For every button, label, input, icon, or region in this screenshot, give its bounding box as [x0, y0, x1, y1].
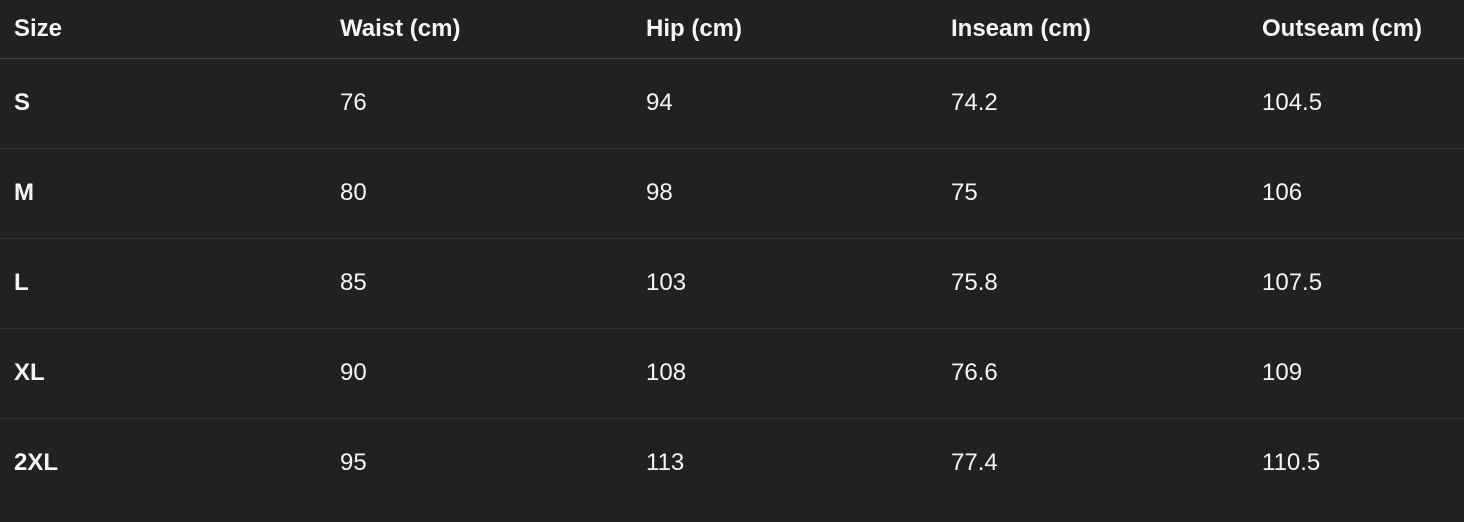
cell-outseam: 109 — [1248, 328, 1464, 419]
cell-waist: 85 — [326, 238, 632, 329]
row-label-size: 2XL — [14, 449, 59, 477]
row-label-size: M — [0, 148, 326, 239]
column-header-size: Size — [0, 0, 326, 59]
table-row-m: M 80 98 75 106 — [0, 148, 1464, 239]
cell-outseam: 110.5 — [1262, 449, 1321, 477]
row-label-size: XL — [0, 328, 326, 419]
cell-hip: 103 — [632, 238, 937, 329]
cell-inseam: 75 — [937, 148, 1248, 239]
cell-waist: 76 — [326, 58, 632, 149]
cell-waist: 95 — [340, 449, 367, 477]
table-row-s: S 76 94 74.2 104.5 — [0, 58, 1464, 149]
cell-hip: 108 — [632, 328, 937, 419]
column-header-waist: Waist (cm) — [326, 0, 632, 59]
size-chart-table: Size Waist (cm) Hip (cm) Inseam (cm) Out… — [0, 0, 1464, 508]
cell-waist: 80 — [326, 148, 632, 239]
row-label-size: S — [0, 58, 326, 149]
column-header-hip: Hip (cm) — [632, 0, 937, 59]
table-row-2xl: 2XL 95 113 77.4 110.5 — [0, 418, 1464, 508]
cell-outseam: 107.5 — [1248, 238, 1464, 329]
column-header-inseam: Inseam (cm) — [937, 0, 1248, 59]
table-header-row: Size Waist (cm) Hip (cm) Inseam (cm) Out… — [0, 0, 1464, 59]
cell-inseam: 76.6 — [937, 328, 1248, 419]
table-row-xl: XL 90 108 76.6 109 — [0, 328, 1464, 419]
column-header-outseam: Outseam (cm) — [1248, 0, 1464, 59]
cell-outseam: 106 — [1248, 148, 1464, 239]
cell-inseam: 74.2 — [937, 58, 1248, 149]
cell-inseam: 75.8 — [937, 238, 1248, 329]
cell-waist: 90 — [326, 328, 632, 419]
table-row-l: L 85 103 75.8 107.5 — [0, 238, 1464, 329]
cell-outseam: 104.5 — [1248, 58, 1464, 149]
row-label-size: L — [0, 238, 326, 329]
cell-hip: 98 — [632, 148, 937, 239]
cell-inseam: 77.4 — [951, 449, 998, 477]
cell-hip: 94 — [632, 58, 937, 149]
cell-hip: 113 — [646, 449, 685, 477]
